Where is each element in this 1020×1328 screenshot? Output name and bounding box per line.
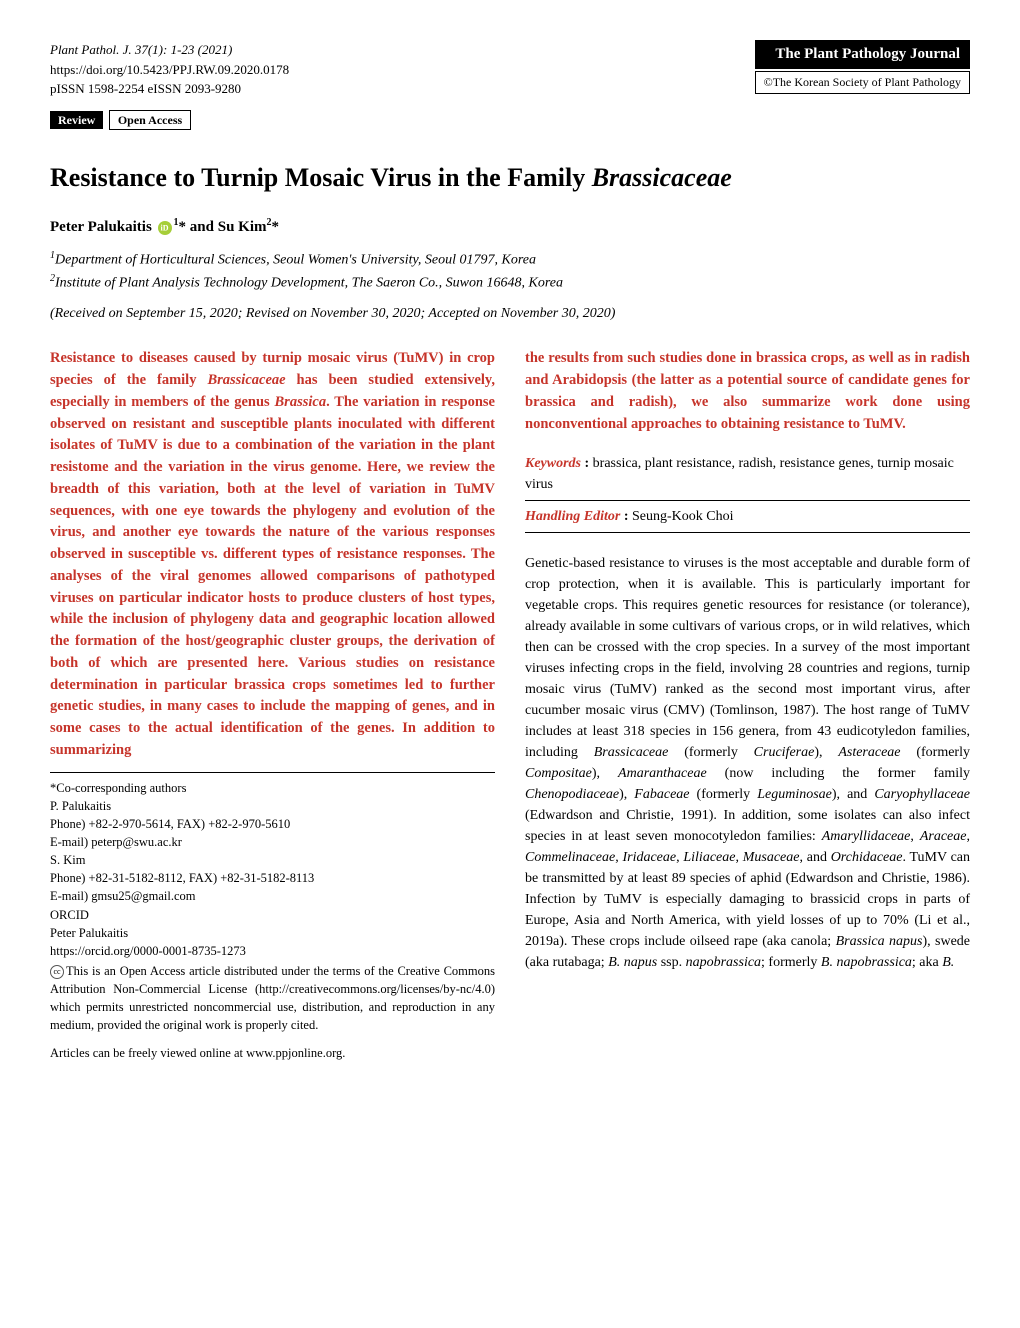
orcid-icon[interactable] bbox=[158, 221, 172, 235]
divider-line bbox=[525, 532, 970, 533]
header-left: Plant Pathol. J. 37(1): 1-23 (2021) http… bbox=[50, 40, 289, 99]
header-row: Plant Pathol. J. 37(1): 1-23 (2021) http… bbox=[50, 40, 970, 99]
abstract-left: Resistance to diseases caused by turnip … bbox=[50, 348, 495, 761]
issn-line: pISSN 1598-2254 eISSN 2093-9280 bbox=[50, 79, 289, 99]
author-s-phone: Phone) +82-31-5182-8112, FAX) +82-31-518… bbox=[50, 869, 495, 887]
keywords-label: Keywords bbox=[525, 456, 581, 471]
orcid-author-name: Peter Palukaitis bbox=[50, 924, 495, 942]
handling-editor-text: Seung-Kook Choi bbox=[628, 509, 733, 524]
article-dates: (Received on September 15, 2020; Revised… bbox=[50, 304, 970, 324]
body-text: Genetic-based resistance to viruses is t… bbox=[525, 553, 970, 973]
license-body: This is an Open Access article distribut… bbox=[50, 964, 495, 1032]
keywords-line: Keywords : brassica, plant resistance, r… bbox=[525, 453, 970, 495]
affiliation-1-text: Department of Horticultural Sciences, Se… bbox=[55, 253, 536, 268]
author-s-email: E-mail) gmsu25@gmail.com bbox=[50, 887, 495, 905]
journal-name-box: The Plant Pathology Journal bbox=[755, 40, 970, 69]
right-column: the results from such studies done in br… bbox=[525, 348, 970, 1062]
handling-editor-line: Handling Editor : Seung-Kook Choi bbox=[525, 506, 970, 527]
author-p-phone: Phone) +82-2-970-5614, FAX) +82-2-970-56… bbox=[50, 815, 495, 833]
doi-line: https://doi.org/10.5423/PPJ.RW.09.2020.0… bbox=[50, 60, 289, 80]
cc-icon: cc bbox=[50, 965, 64, 979]
two-column-body: Resistance to diseases caused by turnip … bbox=[50, 348, 970, 1062]
left-column: Resistance to diseases caused by turnip … bbox=[50, 348, 495, 1062]
affiliations: 1Department of Horticultural Sciences, S… bbox=[50, 248, 970, 293]
author-s-name: S. Kim bbox=[50, 851, 495, 869]
license-text: ccThis is an Open Access article distrib… bbox=[50, 962, 495, 1035]
society-box: ©The Korean Society of Plant Pathology bbox=[755, 71, 970, 94]
keywords-text: brassica, plant resistance, radish, resi… bbox=[525, 456, 954, 492]
corresponding-label: *Co-corresponding authors bbox=[50, 779, 495, 797]
author-list: Peter Palukaitis 1* and Su Kim2* bbox=[50, 216, 970, 238]
affiliation-1: 1Department of Horticultural Sciences, S… bbox=[50, 248, 970, 271]
open-access-badge: Open Access bbox=[109, 110, 191, 130]
article-title: Resistance to Turnip Mosaic Virus in the… bbox=[50, 160, 970, 196]
abstract-right: the results from such studies done in br… bbox=[525, 348, 970, 435]
divider-line bbox=[525, 500, 970, 501]
author-p-name: P. Palukaitis bbox=[50, 797, 495, 815]
author-p-email: E-mail) peterp@swu.ac.kr bbox=[50, 833, 495, 851]
citation-line: Plant Pathol. J. 37(1): 1-23 (2021) bbox=[50, 40, 289, 60]
article-badges: Review Open Access bbox=[50, 111, 970, 131]
articles-online-note: Articles can be freely viewed online at … bbox=[50, 1044, 495, 1062]
keywords-block: Keywords : brassica, plant resistance, r… bbox=[525, 453, 970, 533]
orcid-url[interactable]: https://orcid.org/0000-0001-8735-1273 bbox=[50, 942, 495, 960]
header-right: The Plant Pathology Journal ©The Korean … bbox=[755, 40, 970, 94]
affiliation-2: 2Institute of Plant Analysis Technology … bbox=[50, 271, 970, 294]
orcid-label: ORCID bbox=[50, 906, 495, 924]
affiliation-2-text: Institute of Plant Analysis Technology D… bbox=[55, 276, 563, 291]
title-main: Resistance to Turnip Mosaic Virus in the… bbox=[50, 163, 732, 192]
handling-editor-label: Handling Editor bbox=[525, 509, 620, 524]
review-badge: Review bbox=[50, 111, 103, 129]
corresponding-author-block: *Co-corresponding authors P. Palukaitis … bbox=[50, 772, 495, 1063]
